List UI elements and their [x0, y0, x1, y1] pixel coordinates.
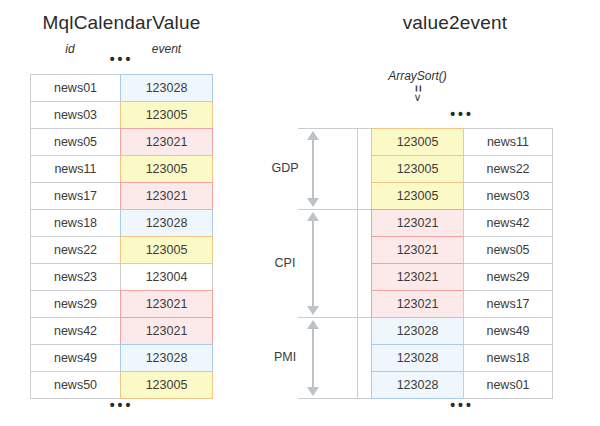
table-row: news11 123005 [30, 155, 213, 183]
ellipsis-bottom-left: ••• [30, 398, 213, 412]
table-row: 123021 news05 [371, 236, 553, 264]
table-row: 123021 news42 [371, 209, 553, 237]
table-row: 123028 news49 [371, 317, 553, 345]
table-row: news42 123021 [30, 317, 213, 345]
table-row: news23 123004 [30, 263, 213, 291]
table-row: news03 123005 [30, 101, 213, 129]
arrow-shaft [312, 221, 314, 306]
group-label-gdp: GDP [263, 161, 307, 175]
arrowhead-down-icon [307, 387, 319, 396]
id-cell: news17 [463, 290, 553, 318]
table-row: news18 123028 [30, 209, 213, 237]
event-cell: 123005 [120, 101, 213, 129]
event-cell: 123005 [120, 371, 213, 399]
event-cell: 123028 [120, 209, 213, 237]
event-cell: 123021 [120, 317, 213, 345]
right-table-left-border [357, 128, 358, 399]
id-cell: news22 [30, 236, 121, 264]
table-row: news50 123005 [30, 371, 213, 399]
ellipsis-bottom-right: ••• [371, 398, 553, 412]
right-table: 123005 news11 123005 news22 123005 news0… [371, 128, 553, 399]
arraysort-label: ArraySort() [371, 69, 464, 83]
ellipsis-top-right: ••• [371, 107, 553, 121]
id-cell: news05 [463, 236, 553, 264]
table-row: 123021 news29 [371, 263, 553, 291]
event-cell: 123028 [371, 317, 464, 345]
arrow-shaft [312, 140, 314, 198]
group-label-pmi: PMI [263, 350, 307, 364]
event-cell: 123021 [120, 182, 213, 210]
table-row: 123021 news17 [371, 290, 553, 318]
table-row: news22 123005 [30, 236, 213, 264]
group-boundary-line [298, 128, 372, 129]
event-cell: 123005 [371, 128, 464, 156]
id-cell: news01 [463, 371, 553, 399]
arrowhead-down-icon [307, 306, 319, 315]
right-table-title: value2event [357, 12, 553, 34]
event-cell: 123005 [120, 155, 213, 183]
table-row: 123005 news11 [371, 128, 553, 156]
event-cell: 123028 [371, 371, 464, 399]
id-cell: news03 [30, 101, 121, 129]
event-cell: 123021 [120, 128, 213, 156]
id-cell: news29 [463, 263, 553, 291]
id-cell: news23 [30, 263, 121, 291]
event-cell: 123028 [371, 344, 464, 372]
id-cell: news11 [463, 128, 553, 156]
table-row: 123005 news03 [371, 182, 553, 210]
left-table: news01 123028 news03 123005 news05 12302… [30, 74, 213, 399]
id-cell: news18 [463, 344, 553, 372]
event-cell: 123021 [371, 263, 464, 291]
table-row: 123028 news01 [371, 371, 553, 399]
pmi-span-arrow-icon [307, 320, 319, 396]
id-cell: news17 [30, 182, 121, 210]
event-cell: 123021 [371, 236, 464, 264]
table-row: news29 123021 [30, 290, 213, 318]
event-cell: 123028 [120, 344, 213, 372]
group-boundary-line [298, 317, 372, 318]
double-down-arrow-icon: = ∨ [371, 84, 464, 102]
id-cell: news49 [463, 317, 553, 345]
id-cell: news42 [30, 317, 121, 345]
event-cell: 123005 [371, 155, 464, 183]
cpi-span-arrow-icon [307, 212, 319, 315]
table-row: news05 123021 [30, 128, 213, 156]
arrowhead-down-icon [307, 198, 319, 207]
event-cell: 123021 [371, 209, 464, 237]
arrowhead-up-icon [307, 320, 319, 329]
id-cell: news22 [463, 155, 553, 183]
gdp-span-arrow-icon [307, 131, 319, 207]
id-cell: news05 [30, 128, 121, 156]
table-row: news01 123028 [30, 74, 213, 102]
event-cell: 123021 [371, 290, 464, 318]
event-cell: 123004 [120, 263, 213, 291]
table-row: 123028 news18 [371, 344, 553, 372]
table-row: news49 123028 [30, 344, 213, 372]
event-cell: 123028 [120, 74, 213, 102]
id-cell: news42 [463, 209, 553, 237]
arrow-shaft [312, 329, 314, 387]
event-cell: 123021 [120, 290, 213, 318]
diagram-canvas: MqlCalendarValue id event ••• news01 123… [0, 0, 600, 426]
table-row: 123005 news22 [371, 155, 553, 183]
ellipsis-top-left: ••• [30, 52, 213, 66]
left-table-title: MqlCalendarValue [30, 12, 213, 34]
group-boundary-line [298, 209, 372, 210]
table-row: news17 123021 [30, 182, 213, 210]
id-cell: news01 [30, 74, 121, 102]
arrow-head-glyph: ∨ [413, 93, 421, 102]
id-cell: news29 [30, 290, 121, 318]
event-cell: 123005 [120, 236, 213, 264]
id-cell: news49 [30, 344, 121, 372]
group-boundary-line [298, 398, 372, 399]
group-label-cpi: CPI [263, 256, 307, 270]
id-cell: news11 [30, 155, 121, 183]
id-cell: news03 [463, 182, 553, 210]
arrow-shaft-glyph: = [413, 85, 422, 92]
arrowhead-up-icon [307, 131, 319, 140]
arrowhead-up-icon [307, 212, 319, 221]
event-cell: 123005 [371, 182, 464, 210]
id-cell: news18 [30, 209, 121, 237]
id-cell: news50 [30, 371, 121, 399]
